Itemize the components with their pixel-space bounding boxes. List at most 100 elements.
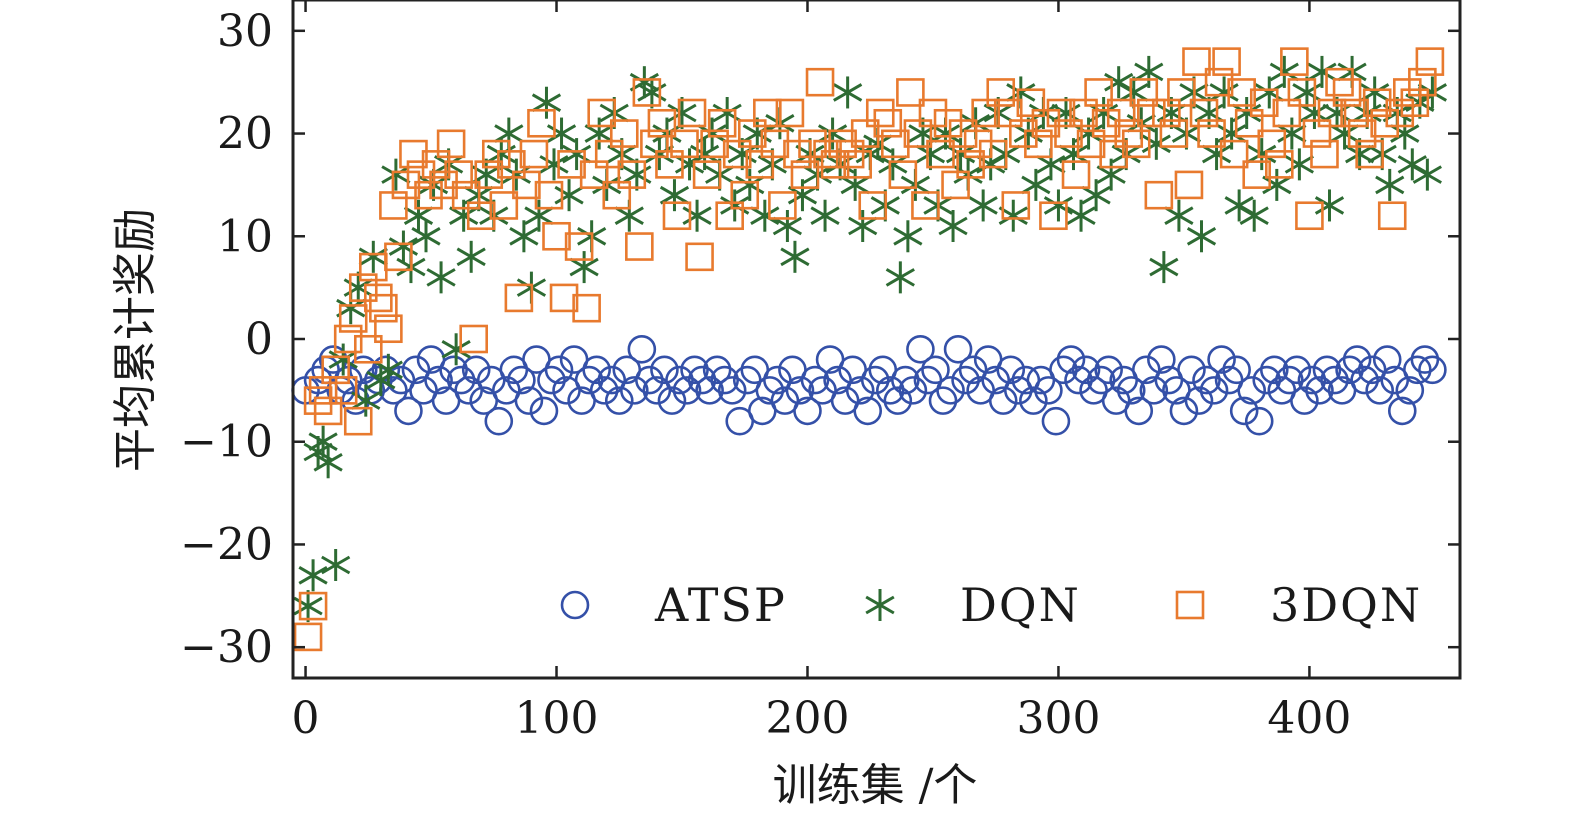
3dqn-point bbox=[1332, 78, 1362, 107]
3dqn-point bbox=[1287, 78, 1317, 107]
3dqn-point bbox=[313, 396, 343, 426]
dqn-point bbox=[1277, 117, 1307, 150]
3dqn-point bbox=[1121, 129, 1151, 159]
dqn-point bbox=[622, 158, 652, 191]
dqn-point bbox=[945, 138, 976, 171]
3dqn-point bbox=[617, 160, 647, 189]
atsp-point bbox=[394, 396, 423, 426]
3dqn-point bbox=[489, 191, 519, 220]
dqn-point bbox=[343, 271, 373, 304]
atsp-point bbox=[1290, 386, 1319, 415]
3dqn-point bbox=[986, 78, 1016, 107]
dqn-point bbox=[1217, 117, 1247, 150]
atsp-point bbox=[921, 355, 950, 385]
atsp-point bbox=[439, 355, 468, 385]
dqn-point bbox=[293, 590, 323, 623]
3dqn-point bbox=[333, 324, 363, 354]
3dqn-point bbox=[348, 273, 378, 302]
atsp-point bbox=[1259, 355, 1289, 385]
3dqn-point bbox=[587, 98, 616, 128]
dqn-point bbox=[328, 343, 358, 376]
3dqn-point bbox=[1227, 78, 1256, 107]
y-tick-label: −20 bbox=[180, 519, 273, 570]
3dqn-point bbox=[384, 242, 413, 272]
atsp-point bbox=[936, 376, 965, 405]
dqn-point bbox=[569, 251, 599, 284]
3dqn-point bbox=[399, 139, 428, 169]
3dqn-point bbox=[1046, 98, 1076, 128]
3dqn-point bbox=[1039, 201, 1068, 231]
legend: ATSP DQN 3DQN bbox=[560, 578, 1420, 632]
atsp-point bbox=[1116, 376, 1146, 405]
y-tick-label: 10 bbox=[217, 211, 273, 262]
dqn-point bbox=[720, 189, 750, 222]
atsp-point bbox=[635, 365, 664, 395]
dqn-point bbox=[833, 76, 863, 109]
dqn-point bbox=[1397, 148, 1427, 181]
dqn-point bbox=[1269, 55, 1299, 88]
dqn-point bbox=[787, 179, 818, 212]
3dqn-point bbox=[594, 139, 624, 169]
3dqn-point bbox=[918, 98, 948, 128]
dqn-point bbox=[501, 158, 531, 191]
atsp-point bbox=[657, 386, 687, 415]
dqn-point bbox=[772, 210, 803, 242]
3dqn-point bbox=[1204, 67, 1234, 97]
3dqn-point bbox=[1024, 129, 1053, 159]
3dqn-point bbox=[1106, 98, 1136, 128]
y-axis-title: 平均累计奖励 bbox=[110, 208, 161, 472]
dqn-point bbox=[1417, 76, 1447, 109]
dqn-point bbox=[1104, 66, 1134, 99]
3dqn-point bbox=[963, 129, 993, 159]
3dqn-point bbox=[670, 129, 699, 159]
dqn-point bbox=[1021, 168, 1051, 201]
3dqn-point bbox=[338, 304, 368, 333]
3dqn-point bbox=[474, 160, 504, 189]
3dqn-point bbox=[1114, 119, 1144, 148]
atsp-point bbox=[1312, 355, 1342, 385]
atsp-point bbox=[1335, 355, 1364, 385]
3dqn-point bbox=[647, 108, 677, 138]
dqn-point bbox=[780, 240, 810, 273]
dqn-point bbox=[1149, 251, 1179, 284]
3dqn-point bbox=[707, 108, 737, 138]
3dqn-point bbox=[956, 150, 985, 179]
3dqn-point bbox=[298, 591, 328, 621]
3dqn-point bbox=[971, 98, 1000, 128]
atsp-point bbox=[1365, 376, 1394, 405]
atsp-point bbox=[1034, 376, 1063, 405]
legend-label-dqn: DQN bbox=[960, 578, 1081, 632]
atsp-point bbox=[1184, 386, 1214, 415]
atsp-point bbox=[1410, 345, 1440, 374]
3dqn-point bbox=[768, 191, 797, 220]
3dqn-point bbox=[783, 139, 812, 169]
3dqn-point bbox=[549, 283, 579, 313]
3dqn-point bbox=[662, 201, 692, 231]
3dqn-point bbox=[1272, 98, 1302, 128]
dqn-point bbox=[298, 559, 328, 592]
3dqn-point bbox=[933, 108, 963, 138]
3dqn-point bbox=[1377, 201, 1407, 231]
3dqn-point bbox=[321, 355, 350, 385]
atsp-point bbox=[906, 334, 935, 364]
atsp-point bbox=[604, 386, 634, 415]
3dqn-point bbox=[451, 180, 481, 210]
dqn-point bbox=[1043, 189, 1074, 222]
y-tick-label: −30 bbox=[180, 622, 273, 673]
3dqn-point bbox=[406, 160, 436, 189]
3dqn-point bbox=[328, 376, 358, 405]
dqn-point bbox=[381, 158, 411, 191]
3dqn-point bbox=[828, 129, 857, 159]
3dqn-point bbox=[722, 139, 752, 169]
atsp-point bbox=[1282, 355, 1312, 385]
dqn-point bbox=[373, 353, 403, 386]
data-points-layer bbox=[291, 47, 1447, 652]
atsp-point bbox=[650, 355, 679, 385]
dqn-point bbox=[1284, 148, 1314, 181]
atsp-point bbox=[1086, 365, 1116, 395]
atsp-point bbox=[507, 365, 536, 395]
3dqn-point bbox=[730, 180, 760, 210]
x-tick-label: 0 bbox=[292, 693, 320, 744]
dqn-point bbox=[1412, 158, 1442, 191]
3dqn-point bbox=[1340, 98, 1369, 128]
